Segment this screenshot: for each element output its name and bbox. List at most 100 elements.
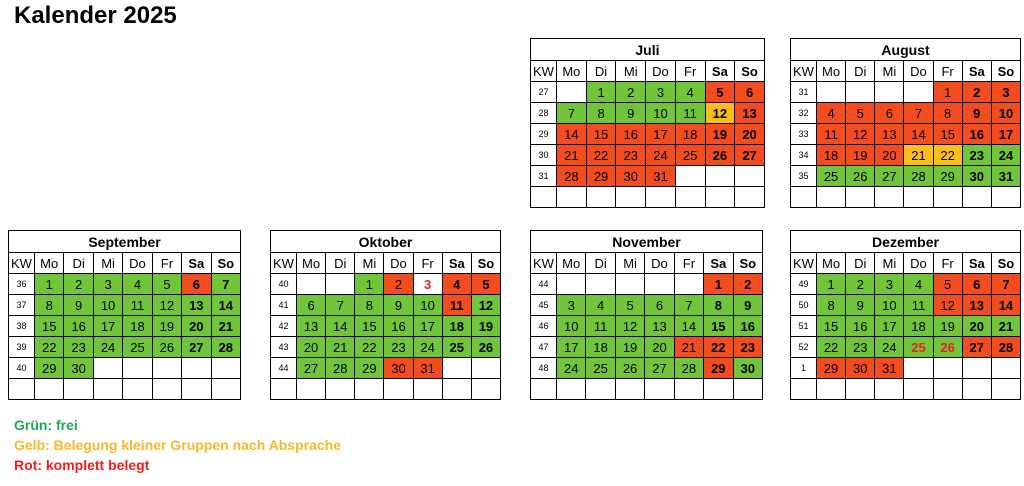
week-number: 32 [790, 102, 817, 124]
week-row: 50 8 9 10 11 12 13 14 [790, 294, 1022, 316]
day-cell: 4 [441, 273, 472, 295]
day-cell: 27 [874, 165, 905, 187]
day-cell: 30 [383, 357, 414, 379]
day-cell [556, 81, 587, 103]
week-row: 43 20 21 22 23 24 25 26 [270, 336, 502, 358]
week-row: 27 1 2 3 4 5 6 [530, 81, 765, 103]
week-number: 28 [530, 102, 557, 124]
day-cell [903, 378, 934, 400]
day-cell [990, 186, 1022, 208]
day-cell: 1 [354, 273, 385, 295]
day-cell: 31 [874, 357, 905, 379]
weekday-header: Mi [614, 252, 646, 274]
day-cell [122, 378, 153, 400]
week-row: 46 10 11 12 13 14 15 16 [530, 315, 764, 337]
day-cell: 8 [932, 102, 963, 124]
week-row: 48 24 25 26 27 28 29 30 [530, 357, 764, 379]
day-cell: 19 [151, 315, 183, 337]
week-row: 1 29 30 31 [790, 357, 1022, 379]
day-cell: 5 [614, 294, 646, 316]
day-cell [961, 378, 992, 400]
day-cell: 21 [556, 144, 587, 166]
weekday-header: Fr [674, 60, 706, 82]
day-cell: 2 [615, 81, 647, 103]
day-cell: 13 [181, 294, 212, 316]
weekday-header: Do [644, 252, 675, 274]
legend-yellow: Gelb: Belegung kleiner Gruppen nach Absp… [14, 437, 341, 453]
weekday-header: Mo [556, 60, 587, 82]
day-cell: 3 [990, 81, 1022, 103]
day-cell: 29 [815, 357, 847, 379]
day-cell: 3 [645, 81, 676, 103]
week-number: 27 [530, 81, 557, 103]
day-cell: 8 [815, 294, 847, 316]
day-cell: 15 [703, 315, 734, 337]
day-cell: 12 [614, 315, 646, 337]
day-cell [874, 81, 905, 103]
weekday-header: So [734, 60, 765, 82]
week-row: 36 1 2 3 4 5 6 7 [8, 273, 242, 295]
day-cell: 24 [645, 144, 676, 166]
day-cell [33, 378, 65, 400]
week-row: 39 22 23 24 25 26 27 28 [8, 336, 242, 358]
day-cell [92, 378, 124, 400]
weekday-header: Di [845, 252, 876, 274]
day-cell: 9 [961, 102, 992, 124]
weekday-header: So [732, 252, 764, 274]
day-cell: 26 [470, 336, 502, 358]
week-number [790, 186, 817, 208]
day-cell [815, 81, 847, 103]
weekday-header: Fr [151, 252, 183, 274]
kw-header: KW [790, 60, 817, 82]
week-number: 45 [530, 294, 557, 316]
month-title: August [789, 38, 1022, 61]
day-cell: 13 [961, 294, 992, 316]
day-cell: 7 [210, 273, 242, 295]
day-cell: 27 [181, 336, 212, 358]
day-cell: 23 [63, 336, 94, 358]
day-cell: 18 [122, 315, 153, 337]
day-cell [614, 378, 646, 400]
month-calendar-dezember: Dezember KW Mo Di Mi Do Fr Sa So 49 1 2 3 4 5 6 7 50 8 9 10 1… [789, 230, 1022, 400]
week-number [270, 378, 297, 400]
day-cell: 30 [732, 357, 764, 379]
day-cell [673, 378, 705, 400]
day-cell: 14 [556, 123, 587, 145]
day-cell: 16 [732, 315, 764, 337]
day-cell: 17 [990, 123, 1022, 145]
week-number: 37 [8, 294, 35, 316]
day-cell: 21 [990, 315, 1022, 337]
day-cell [615, 186, 647, 208]
day-cell: 10 [555, 315, 587, 337]
week-number: 40 [270, 273, 297, 295]
legend-red-text: Rot: komplett belegt [14, 457, 150, 473]
day-cell: 30 [615, 165, 647, 187]
weekday-header: Mi [874, 60, 905, 82]
day-cell: 23 [732, 336, 764, 358]
kw-header: KW [8, 252, 35, 274]
day-cell: 7 [325, 294, 356, 316]
kw-header: KW [790, 252, 817, 274]
week-number: 30 [530, 144, 557, 166]
week-number [8, 378, 35, 400]
day-cell: 16 [961, 123, 992, 145]
day-cell: 18 [903, 315, 934, 337]
day-cell: 27 [644, 357, 675, 379]
weekday-header: Sa [441, 252, 472, 274]
day-cell: 19 [614, 336, 646, 358]
week-number: 31 [790, 81, 817, 103]
day-cell: 24 [990, 144, 1022, 166]
day-cell: 5 [845, 102, 876, 124]
week-row: 31 28 29 30 31 [530, 165, 765, 187]
weekday-header: So [990, 252, 1022, 274]
day-cell: 21 [325, 336, 356, 358]
weekday-header: Mo [295, 252, 327, 274]
day-cell [412, 378, 443, 400]
day-cell [903, 186, 934, 208]
day-cell: 1 [33, 273, 65, 295]
month-title: September [7, 230, 242, 253]
day-cell: 2 [383, 273, 414, 295]
day-cell: 17 [645, 123, 676, 145]
day-cell [704, 186, 736, 208]
week-number: 46 [530, 315, 557, 337]
